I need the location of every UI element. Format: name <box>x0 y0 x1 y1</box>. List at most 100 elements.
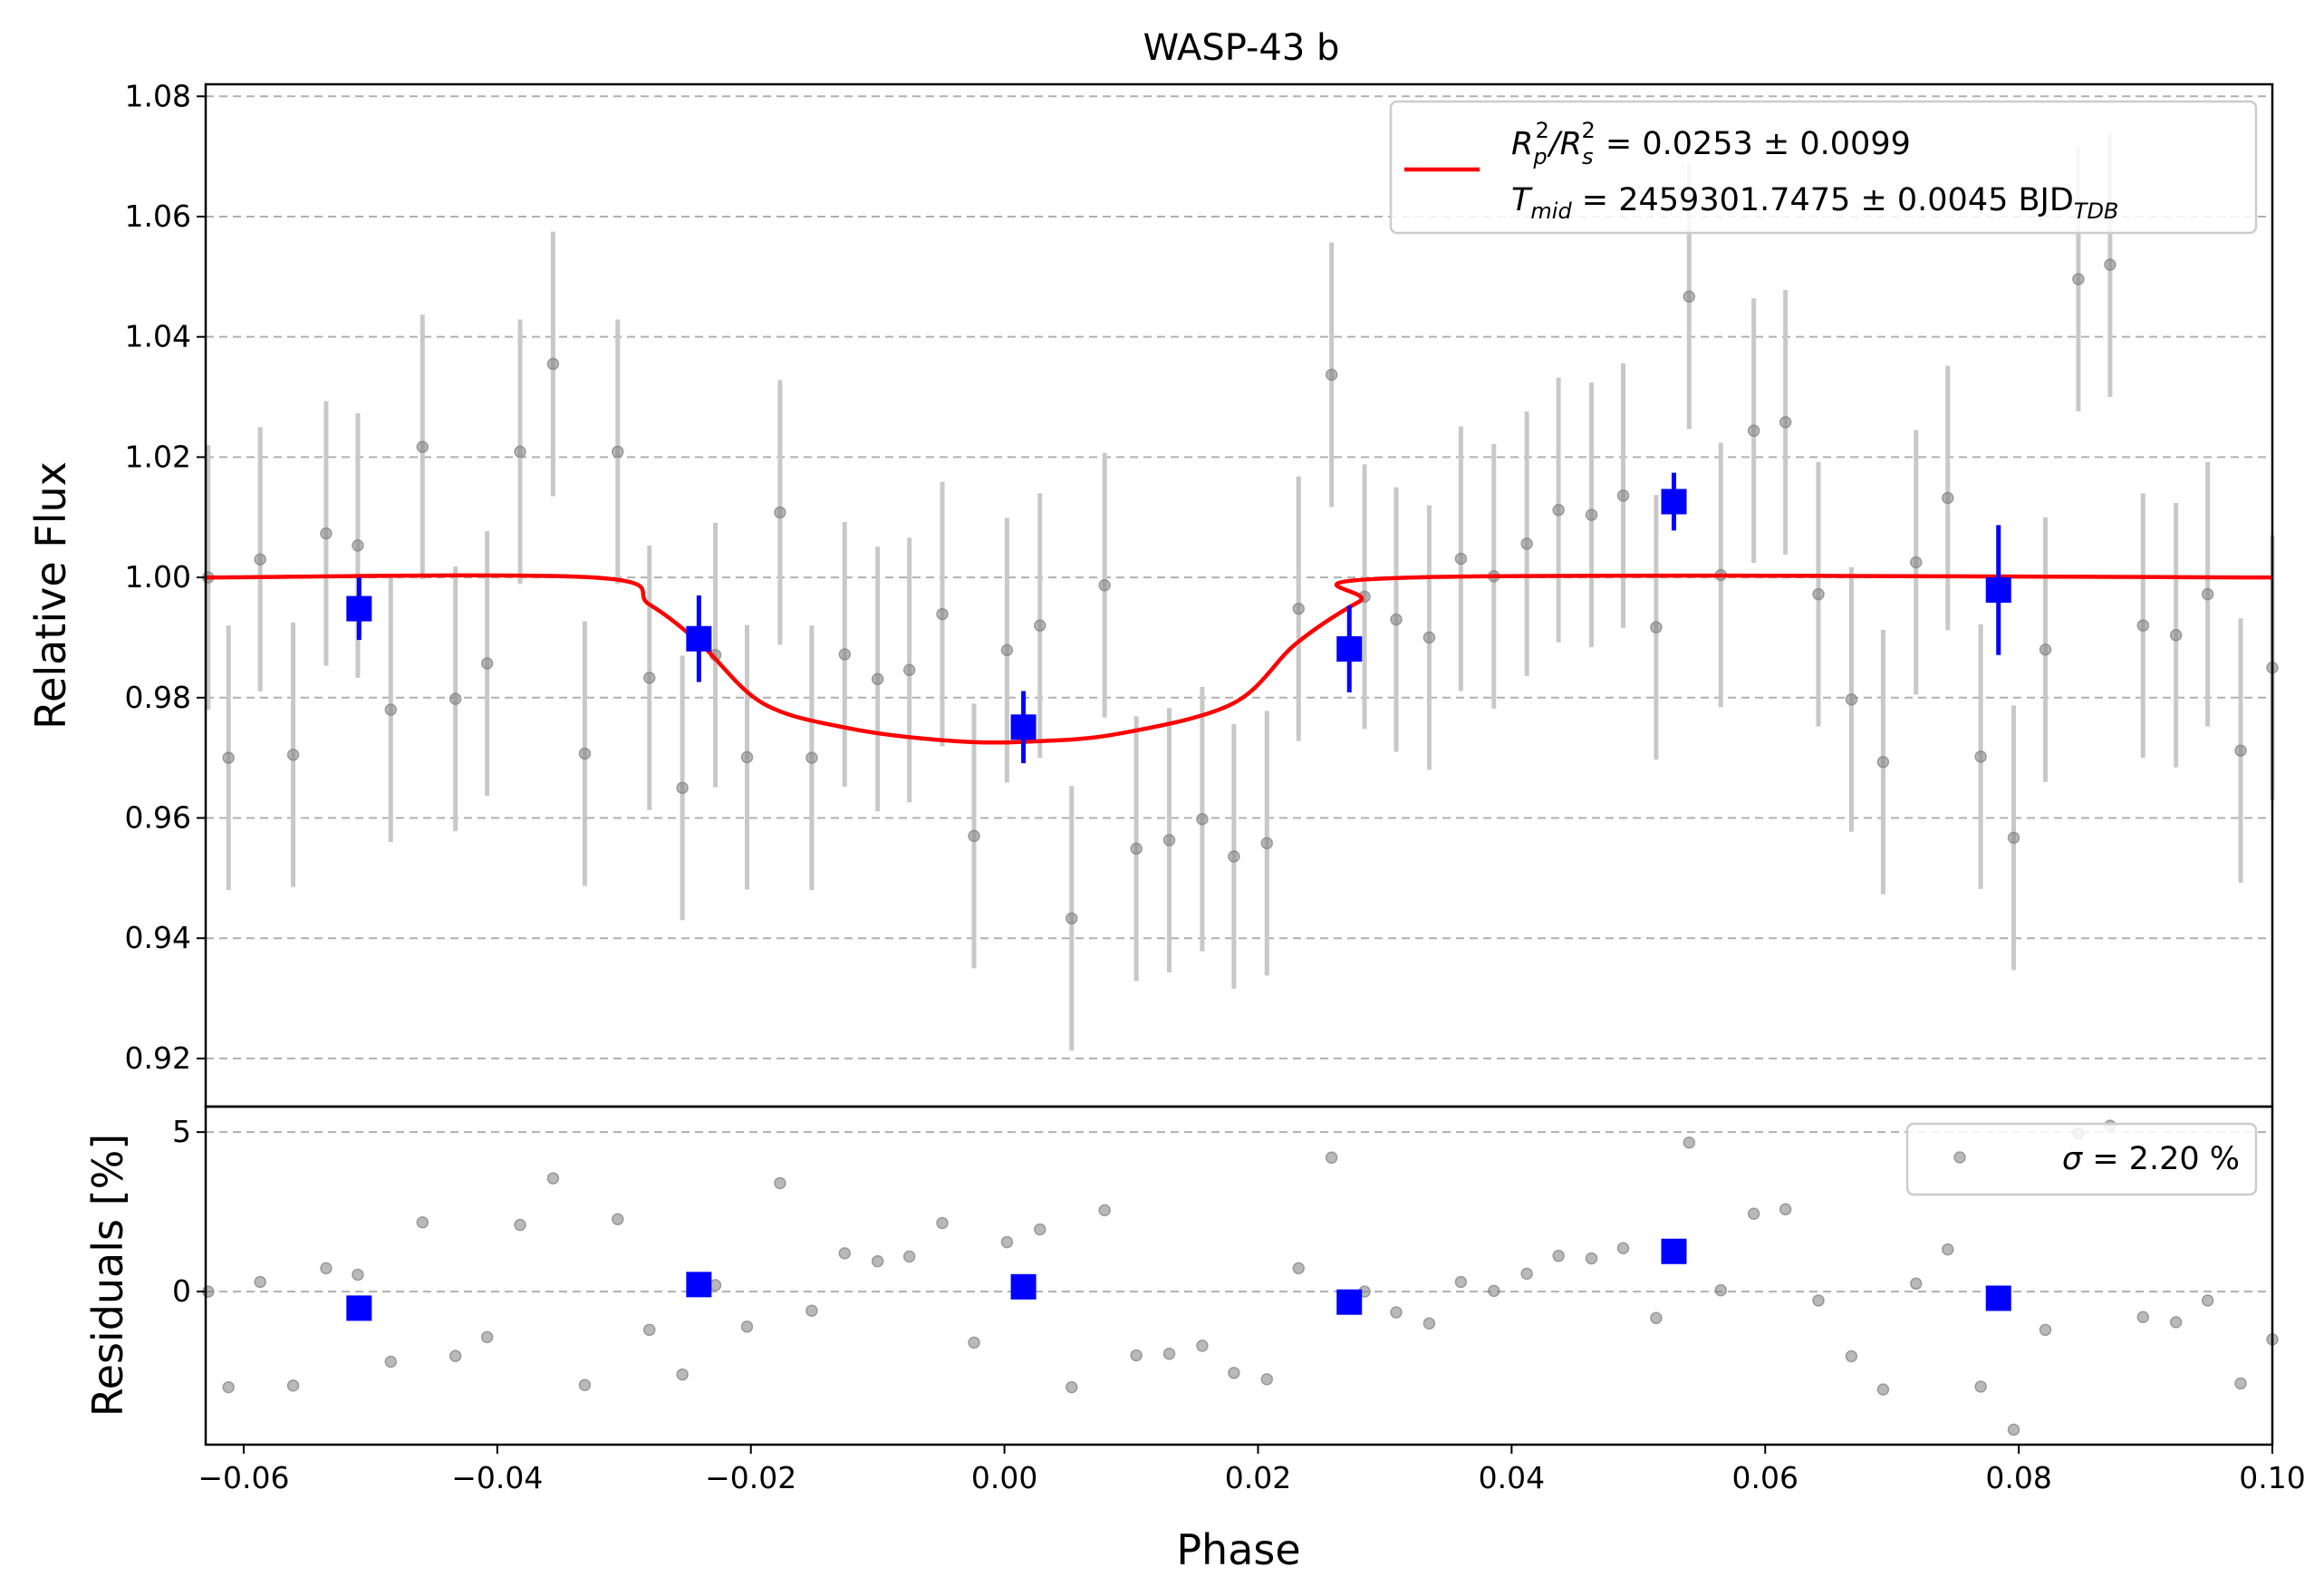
raw-point <box>320 527 333 540</box>
raw-point <box>1910 556 1923 569</box>
residual-raw-point <box>968 1336 980 1349</box>
raw-point <box>612 445 624 459</box>
residual-binned-point <box>1336 1289 1363 1315</box>
residual-raw-point <box>1162 1347 1176 1360</box>
residual-raw-point <box>1585 1252 1598 1265</box>
raw-point <box>968 829 980 843</box>
raw-point <box>1876 756 1890 769</box>
binned-point <box>346 595 372 622</box>
raw-point <box>740 750 754 764</box>
residual-raw-point <box>1325 1151 1338 1165</box>
raw-point <box>448 692 462 705</box>
residual-raw-point <box>1000 1235 1014 1249</box>
main-raw-points <box>202 132 2279 1051</box>
raw-point <box>902 663 916 677</box>
residual-raw-point <box>352 1268 364 1282</box>
binned-point <box>1010 714 1037 740</box>
residual-raw-point <box>643 1323 656 1337</box>
raw-point <box>1520 537 1533 550</box>
residual-binned-point <box>1010 1273 1037 1300</box>
x-ticks: −0.06 −0.04 −0.02 0.00 0.02 0.04 0.06 0.08 0.10 <box>198 1445 2306 1495</box>
raw-point <box>774 506 786 519</box>
residual-raw-point <box>612 1213 624 1225</box>
residual-axes-frame <box>204 1105 2274 1446</box>
residual-raw-point <box>1260 1373 1274 1386</box>
raw-point <box>676 781 689 795</box>
x-tick-label: −0.02 <box>705 1460 796 1495</box>
raw-point <box>2072 273 2085 285</box>
residual-raw-point <box>320 1262 333 1275</box>
residual-raw-point <box>2136 1311 2150 1323</box>
residual-raw-point <box>1714 1283 1728 1297</box>
raw-point <box>2039 643 2052 656</box>
residual-raw-point <box>1520 1267 1533 1281</box>
raw-point <box>2169 629 2183 642</box>
residual-raw-point <box>838 1247 852 1260</box>
raw-point <box>2136 619 2150 632</box>
raw-point <box>2234 744 2247 757</box>
residual-raw-point <box>1228 1367 1240 1379</box>
raw-point <box>286 749 300 761</box>
raw-point <box>2201 587 2214 601</box>
raw-point <box>1845 693 1858 706</box>
raw-point <box>578 747 592 760</box>
raw-point <box>1974 750 1987 763</box>
legend-tmid-text: Tmid = 2459301.7475 ± 0.0045 BJDTDB <box>1511 182 2118 224</box>
residual-raw-point <box>1747 1207 1760 1220</box>
binned-point <box>1661 488 1687 515</box>
raw-point <box>1683 290 1696 303</box>
raw-point <box>254 553 266 566</box>
chart-title: WASP-43 b <box>1143 27 1340 69</box>
raw-point <box>1747 424 1760 437</box>
raw-point <box>1616 489 1630 502</box>
residual-raw-point <box>1812 1294 1825 1307</box>
raw-point <box>1422 631 1436 644</box>
residual-raw-point <box>936 1216 949 1230</box>
raw-point <box>384 703 398 716</box>
residual-raw-point <box>871 1254 884 1268</box>
x-tick-label: 0.06 <box>1732 1460 1798 1495</box>
raw-point <box>1390 613 1403 626</box>
main-y-tick-label: 0.92 <box>125 1040 191 1076</box>
main-y-tick-label: 1.04 <box>125 319 191 354</box>
raw-point <box>1292 602 1306 615</box>
legend-depth-text: Rp2/Rs2 = 0.0253 ± 0.0099 <box>1511 118 1911 169</box>
raw-point <box>416 440 429 453</box>
residual-raw-point <box>1066 1380 1078 1394</box>
residual-raw-point <box>1552 1249 1565 1262</box>
residual-raw-point <box>1292 1262 1306 1275</box>
residual-raw-point <box>1650 1311 1663 1325</box>
residual-raw-point <box>1390 1306 1403 1319</box>
binned-point <box>1985 577 2011 604</box>
residual-y-ticks: 50 <box>172 1114 206 1309</box>
residual-raw-point <box>1488 1284 1500 1298</box>
binned-point <box>1336 636 1363 663</box>
raw-point <box>480 657 494 670</box>
residual-gridlines <box>206 1131 2272 1293</box>
main-y-tick-label: 1.08 <box>125 78 191 113</box>
residual-raw-point <box>546 1172 560 1185</box>
residuals-panel: 50 −0.06 −0.04 −0.02 0.00 0.02 0.04 0.06 0.08 0.… <box>83 1105 2306 1574</box>
residual-raw-point <box>1098 1204 1111 1217</box>
y-axis-label-flux: Relative Flux <box>26 461 75 730</box>
residual-raw-point <box>448 1349 462 1362</box>
raw-point <box>1812 587 1825 601</box>
raw-point <box>1942 491 1954 505</box>
residual-raw-point <box>805 1304 818 1317</box>
raw-point <box>643 672 656 684</box>
residual-binned-points <box>346 1238 2011 1321</box>
residual-binned-point <box>1661 1238 1687 1264</box>
residual-binned-point <box>686 1272 712 1298</box>
residual-raw-point <box>578 1378 592 1391</box>
x-axis-label-phase: Phase <box>1176 1525 1300 1574</box>
raw-point <box>1552 504 1565 517</box>
raw-point <box>1130 842 1143 856</box>
residual-raw-point <box>676 1368 689 1381</box>
main-y-tick-label: 1.02 <box>125 439 191 474</box>
raw-point <box>1162 834 1176 846</box>
main-binned-points <box>346 472 2011 764</box>
binned-point <box>686 625 712 652</box>
legend-sigma-text: σ = 2.20 % <box>2062 1141 2240 1177</box>
raw-point <box>1098 578 1111 592</box>
raw-point <box>1650 621 1663 634</box>
